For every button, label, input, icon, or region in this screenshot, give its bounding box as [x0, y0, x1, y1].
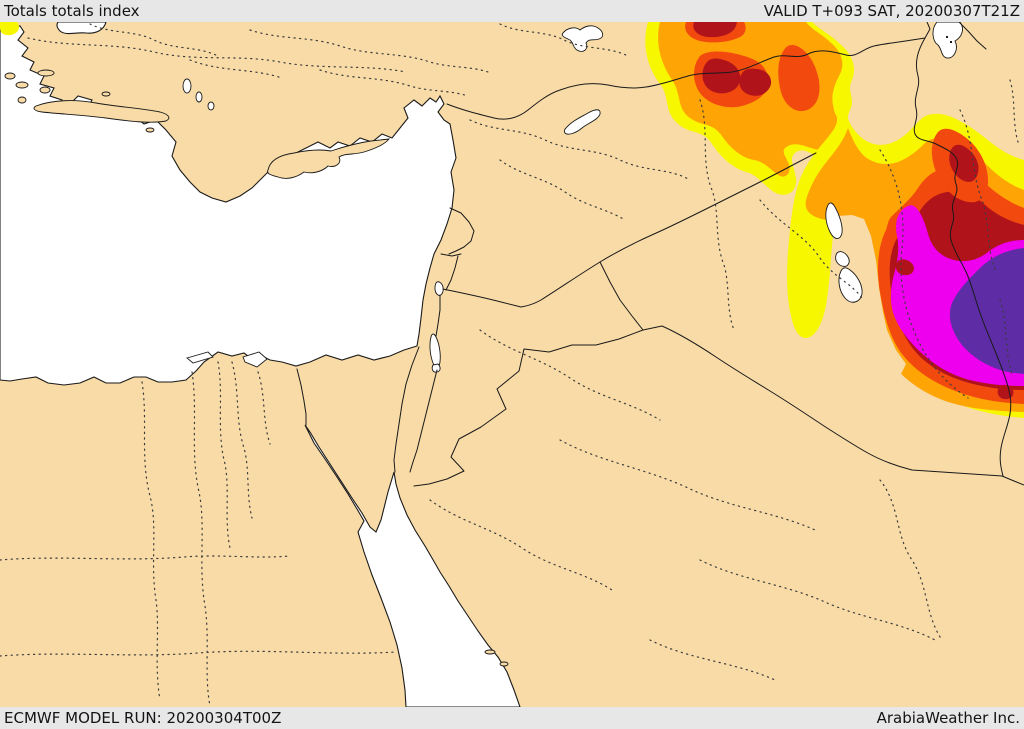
tti-contour-level-3 [778, 45, 820, 112]
tti-contour-level-4 [693, 22, 737, 38]
aegean-island [39, 86, 51, 94]
attribution-label: ArabiaWeather Inc. [876, 709, 1020, 727]
tti-contour-level-4 [702, 58, 741, 94]
jordan-iraq-border [599, 261, 644, 331]
anatolian-lake [182, 78, 192, 94]
aegean-island [101, 91, 111, 97]
island-layer [4, 69, 509, 667]
admin-line [479, 329, 661, 421]
sea-of-galilee [434, 281, 444, 296]
cyprus-island [267, 138, 391, 179]
admin-line [999, 299, 1013, 375]
admin-line [499, 159, 626, 221]
header-bar: Totals totals index VALID T+093 SAT, 202… [0, 0, 1024, 22]
saudi-kuwait-border [1001, 475, 1024, 486]
lake-razzaza [838, 267, 863, 303]
dead-sea-south-pond [431, 363, 441, 373]
admin-line [699, 559, 936, 641]
turkey-syria-iraq-border [446, 37, 926, 120]
sea-of-marmara [56, 22, 107, 35]
iran-border-segment [958, 22, 987, 50]
aegean-island [4, 72, 16, 80]
aegean-island [37, 69, 55, 77]
tti-contour-level-1 [0, 22, 19, 36]
admin-boundary-layer [0, 23, 1019, 707]
crete-island [33, 100, 170, 123]
aegean-island [15, 81, 29, 89]
admin-line [699, 99, 735, 331]
israel-jordan-border [409, 294, 441, 473]
admin-line [257, 371, 271, 445]
tti-contour-level-4 [949, 144, 979, 182]
admin-line [217, 361, 231, 549]
admin-line [231, 361, 253, 519]
red-sea-island [484, 649, 496, 655]
lake-tharthar [825, 202, 843, 239]
anatolian-lake [195, 91, 203, 103]
suez-canal [296, 368, 307, 426]
lake-assad [563, 109, 601, 135]
lake-habbaniyah [835, 251, 850, 267]
jordan-saudi-border [413, 329, 644, 487]
admin-line [559, 439, 816, 531]
admin-line [189, 59, 283, 79]
egypt-israel-border [393, 346, 420, 473]
admin-line [759, 199, 863, 299]
nile-delta-lagoon [186, 351, 214, 364]
admin-line [469, 119, 691, 181]
syria-iraq-border [520, 152, 817, 308]
admin-line [141, 381, 161, 701]
tti-contour-level-6 [949, 248, 1024, 374]
admin-line [1009, 79, 1019, 143]
urmia-islet [946, 36, 948, 38]
lake-urmia [932, 22, 963, 59]
admin-line [429, 499, 613, 591]
red-sea [304, 424, 521, 707]
footer-bar: ECMWF MODEL RUN: 20200304T00Z ArabiaWeat… [0, 707, 1024, 729]
anatolian-lake [207, 101, 215, 111]
turkey-iran-border [924, 22, 931, 39]
lake-layer [182, 22, 963, 373]
ataturk-reservoir [561, 25, 604, 52]
admin-line [0, 650, 397, 657]
page-title: Totals totals index [4, 2, 140, 20]
nile-delta-lagoon [242, 351, 268, 368]
iran-iraq-border [913, 37, 1012, 477]
urmia-islet [950, 41, 952, 43]
valid-time-label: VALID T+093 SAT, 20200307T21Z [763, 2, 1020, 20]
syria-jordan-border [442, 288, 522, 308]
red-sea-island [499, 661, 509, 667]
dead-sea [429, 333, 441, 368]
aegean-island [145, 127, 155, 133]
border-layer [296, 22, 1024, 487]
tti-contour-level-4 [895, 259, 914, 276]
aegean-island [17, 96, 27, 104]
admin-line [27, 37, 407, 73]
admin-line [249, 29, 489, 73]
tti-contour-level-4 [739, 68, 772, 96]
admin-line [499, 23, 629, 57]
admin-line [879, 149, 969, 399]
lebanon-borders [440, 207, 475, 291]
admin-line [191, 371, 211, 707]
admin-line [879, 479, 943, 641]
model-run-label: ECMWF MODEL RUN: 20200304T00Z [4, 709, 282, 727]
admin-line [89, 23, 219, 57]
iraq-saudi-border [642, 325, 1003, 477]
